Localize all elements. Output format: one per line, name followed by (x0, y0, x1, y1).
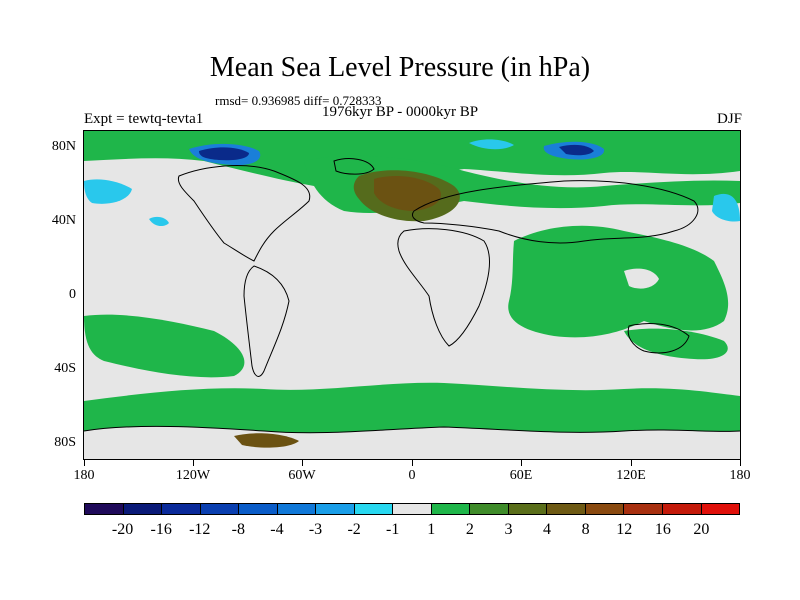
lat-label-eq: 0 (69, 287, 76, 302)
colorbar-tick-label: -8 (231, 521, 246, 538)
arctic-dark-blue-low-east (559, 144, 594, 156)
colorbar-box (547, 504, 586, 514)
rmsd-diff-stats: rmsd= 0.936985 diff= 0.728333 (215, 93, 382, 108)
colorbar-tick-label: 8 (581, 521, 590, 538)
arctic-light-blue-low (469, 139, 514, 150)
x-tick (631, 460, 632, 466)
colorbar-tick-label: 12 (616, 521, 633, 538)
lat-label-80n: 80N (51, 139, 76, 154)
antarctica-neutral (84, 426, 740, 459)
south-america-coast (243, 265, 290, 377)
australia-coast (627, 322, 690, 354)
x-tick (302, 460, 303, 466)
x-tick (521, 460, 522, 466)
experiment-label: Expt = tewtq-tevta1 (84, 111, 204, 127)
colorbar-box (123, 504, 163, 514)
pressure-field-map (84, 131, 740, 459)
africa-coast (397, 228, 490, 347)
plot-title: Mean Sea Level Pressure (in hPa) (209, 52, 591, 83)
colorbar-box (277, 504, 317, 514)
colorbar-box (624, 504, 663, 514)
colorbar-box (662, 504, 702, 514)
pacific-small-blue-patch (149, 216, 169, 227)
colorbar-box (85, 504, 124, 514)
lat-label-40n: 40N (51, 213, 76, 228)
lon-label-60w: 60W (288, 468, 316, 483)
north-pacific-light-blue-east (712, 193, 740, 222)
colorbar-tick-label: -20 (111, 521, 134, 538)
x-tick (84, 460, 85, 466)
north-america-coast (177, 165, 311, 262)
colorbar-tick-label: -3 (308, 521, 323, 538)
lon-label-0: 0 (408, 468, 416, 483)
tasman-green-region (624, 328, 728, 360)
colorbar-box (354, 504, 394, 514)
lon-label-120e: 120E (616, 468, 646, 483)
colorbar-tick-label: 4 (543, 521, 552, 538)
x-tick (740, 460, 741, 466)
colorbar-box (200, 504, 240, 514)
colorbar-tick-label: 20 (693, 521, 710, 538)
greenland-coast (333, 158, 375, 175)
lat-label-80s: 80S (54, 435, 76, 450)
x-tick (412, 460, 413, 466)
lon-label-180e: 180 (729, 468, 751, 483)
indian-ocean-green-region (508, 225, 729, 338)
colorbar-box (393, 504, 432, 514)
lat-label-40s: 40S (54, 361, 76, 376)
colorbar-box (585, 504, 625, 514)
period-label: 1976kyr BP - 0000kyr BP (322, 104, 479, 120)
arctic-dark-blue-low-west (199, 147, 249, 161)
north-pacific-light-blue-west (84, 179, 132, 204)
map-panel (83, 130, 741, 460)
colorbar-box (162, 504, 201, 514)
colorbar-box (470, 504, 509, 514)
colorbar-tick-label: -4 (270, 521, 284, 538)
colorbar-tick-label: 1 (427, 521, 436, 538)
colorbar-tick-label: 2 (465, 521, 474, 538)
colorbar (84, 503, 740, 515)
colorbar-box (239, 504, 278, 514)
colorbar-box (431, 504, 471, 514)
colorbar-box (701, 504, 740, 514)
colorbar-tick-label: -12 (189, 521, 211, 538)
lon-label-120w: 120W (175, 468, 211, 483)
coastlines (84, 158, 740, 434)
eurasia-coast (411, 180, 699, 244)
colorbar-tick-label: -2 (347, 521, 361, 538)
lon-label-60e: 60E (509, 468, 533, 483)
colorbar-tick-label: -16 (150, 521, 172, 538)
colorbar-box (316, 504, 355, 514)
south-pacific-green-region (84, 314, 245, 378)
colorbar-tick-label: 16 (654, 521, 671, 538)
europe-brown-high (374, 176, 442, 211)
colorbar-box (508, 504, 548, 514)
lon-label-180w: 180 (73, 468, 95, 483)
x-tick (193, 460, 194, 466)
antarctic-brown-patch (234, 433, 299, 448)
season-label: DJF (716, 111, 742, 127)
antarctica-coast (84, 425, 740, 434)
colorbar-tick-label: -1 (386, 521, 400, 538)
maritime-gap (624, 268, 659, 289)
colorbar-tick-label: 3 (504, 521, 513, 538)
